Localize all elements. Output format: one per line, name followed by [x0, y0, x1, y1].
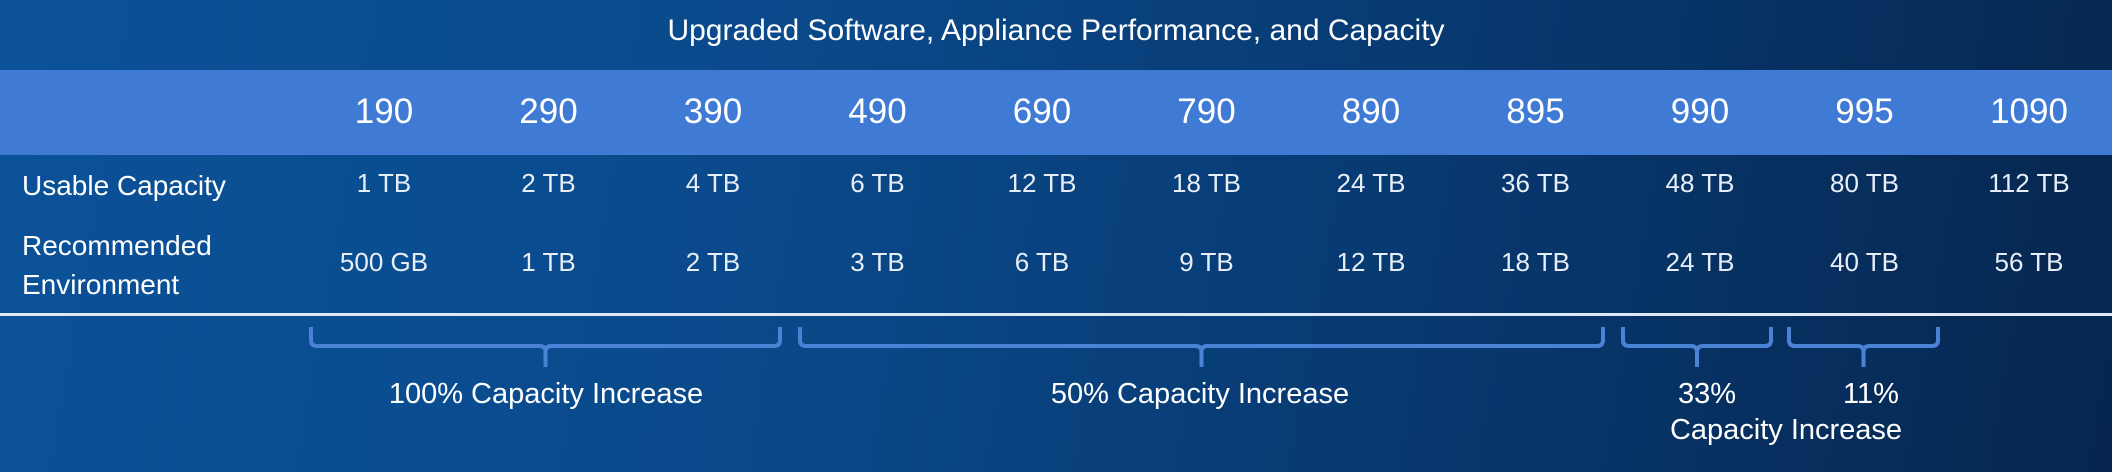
bracket-label: 33% [1677, 378, 1737, 410]
cell: 56 TB [1994, 247, 2064, 277]
shared-label: Capacity Increase [1669, 414, 1903, 446]
column-header: 995 [1835, 92, 1894, 131]
bracket [1621, 327, 1773, 367]
column-header: 1090 [1990, 92, 2068, 131]
cell: 24 TB [1336, 168, 1406, 198]
bracket [1787, 327, 1940, 367]
cell: 1 TB [521, 247, 576, 277]
cell: 40 TB [1830, 247, 1899, 277]
row-label: Recommended Environment [22, 230, 212, 300]
cell: 2 TB [685, 247, 741, 277]
bracket [309, 327, 782, 367]
cell: 24 TB [1665, 247, 1735, 277]
divider [0, 313, 2112, 316]
column-header: 390 [683, 92, 743, 131]
title: Upgraded Software, Appliance Performance… [667, 14, 1445, 47]
cell: 9 TB [1179, 247, 1234, 277]
column-header: 890 [1341, 92, 1401, 131]
column-header: 790 [1177, 92, 1236, 131]
cell: 12 TB [1007, 168, 1077, 198]
cell: 12 TB [1336, 247, 1406, 277]
bracket [798, 327, 1605, 367]
cell: 6 TB [850, 168, 905, 198]
cell: 80 TB [1830, 168, 1899, 198]
column-header: 490 [848, 92, 907, 131]
cell: 4 TB [685, 168, 741, 198]
cell: 1 TB [356, 168, 412, 198]
bracket-label: 100% Capacity Increase [388, 378, 704, 410]
column-header: 290 [519, 92, 578, 131]
bracket-label: 11% [1843, 378, 1899, 410]
cell: 6 TB [1014, 247, 1070, 277]
cell: 48 TB [1665, 168, 1735, 198]
cell: 500 GB [339, 247, 429, 277]
column-header: 190 [354, 92, 414, 131]
column-header: 895 [1506, 92, 1565, 131]
cell: 18 TB [1501, 247, 1570, 277]
column-header: 690 [1012, 92, 1072, 131]
cell: 112 TB [1988, 168, 2070, 198]
cell: 18 TB [1172, 168, 1241, 198]
cell: 3 TB [850, 247, 905, 277]
column-header: 990 [1670, 92, 1730, 131]
cell: 36 TB [1501, 168, 1570, 198]
header-band [0, 70, 2112, 155]
row-label: Usable Capacity [22, 170, 226, 201]
cell: 2 TB [521, 168, 576, 198]
bracket-label: 50% Capacity Increase [1050, 378, 1350, 410]
